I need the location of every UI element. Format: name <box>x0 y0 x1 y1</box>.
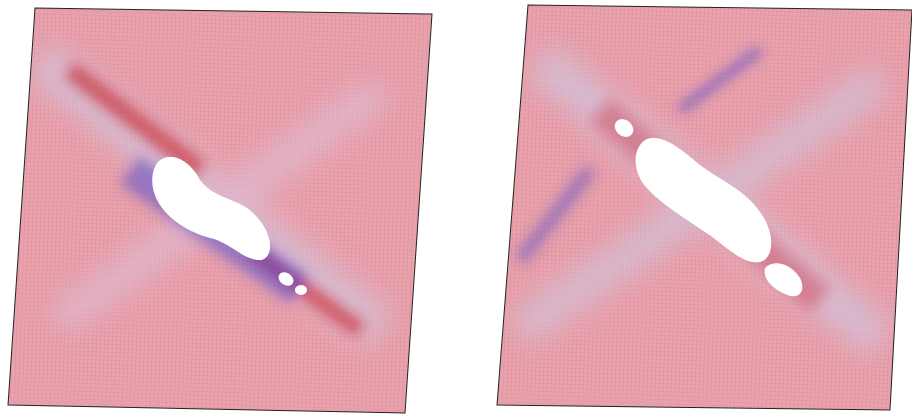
panel-right <box>490 0 912 417</box>
page <box>0 0 912 417</box>
figure <box>0 0 912 417</box>
panel-left <box>0 0 450 417</box>
